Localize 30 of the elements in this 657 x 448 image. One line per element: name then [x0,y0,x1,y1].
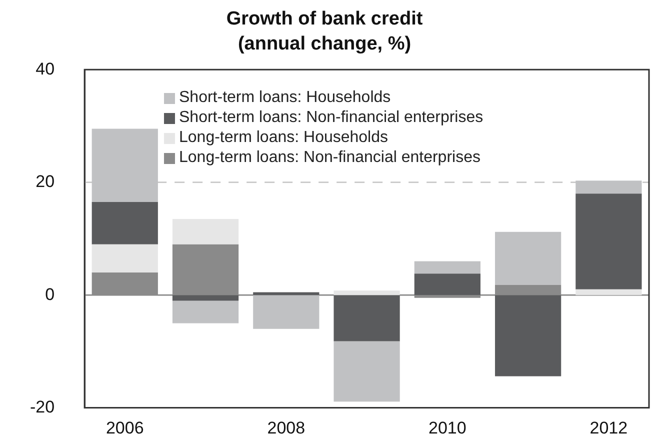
y-tick-label: 0 [45,284,55,304]
legend-label: Short-term loans: Households [179,88,391,108]
bar [414,274,480,296]
bar [92,244,158,273]
x-tick-label: 2012 [590,418,628,438]
y-tick-label: -20 [30,397,55,416]
bar [92,202,158,244]
y-tick-label: 20 [36,172,55,192]
bar [172,295,239,301]
legend-label: Short-term loans: Non-financial enterprises [179,108,484,128]
x-tick-label: 2006 [106,418,144,438]
bar [414,261,480,274]
bar [334,341,400,402]
chart-title: Growth of bank credit [226,8,424,30]
bar [253,295,320,329]
bar [494,295,562,376]
bar [494,232,562,285]
bar [253,292,320,296]
x-tick-label: 2010 [428,418,466,438]
bar [576,194,642,290]
legend-label: Long-term loans: Households [179,128,388,148]
bar [334,290,400,296]
bar [172,300,239,324]
bar [334,295,400,342]
legend-label: Long-term loans: Non-financial enterprises [179,148,480,168]
y-tick-label: 40 [36,59,55,78]
chart-subtitle: (annual change, %) [238,33,412,54]
bar [576,289,642,296]
x-tick-label: 2008 [267,418,306,438]
bar [172,218,239,244]
